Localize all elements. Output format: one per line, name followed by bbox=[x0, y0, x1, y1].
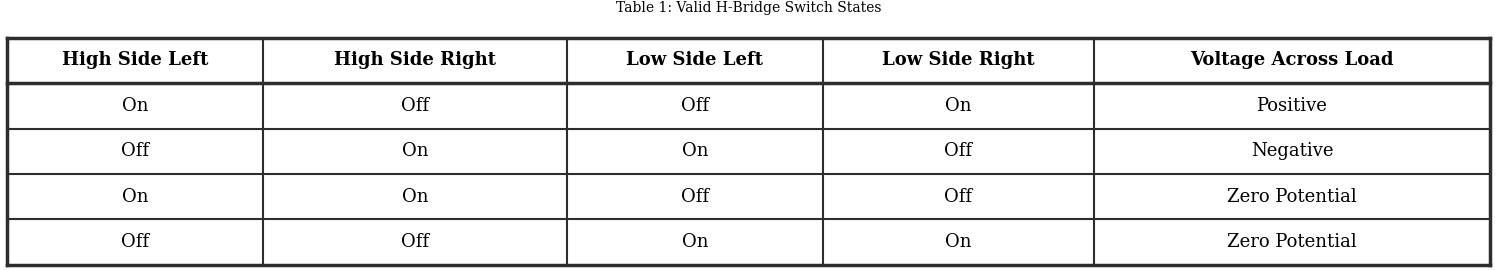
Text: Zero Potential: Zero Potential bbox=[1228, 233, 1356, 251]
Text: On: On bbox=[121, 188, 148, 205]
Text: Negative: Negative bbox=[1250, 142, 1334, 160]
Text: Table 1: Valid H-Bridge Switch States: Table 1: Valid H-Bridge Switch States bbox=[615, 1, 882, 15]
Text: Off: Off bbox=[945, 142, 973, 160]
Text: On: On bbox=[401, 142, 428, 160]
Text: Zero Potential: Zero Potential bbox=[1228, 188, 1356, 205]
Text: Off: Off bbox=[681, 97, 710, 115]
Text: Off: Off bbox=[681, 188, 710, 205]
Text: Low Side Right: Low Side Right bbox=[882, 52, 1034, 69]
Text: On: On bbox=[401, 188, 428, 205]
Text: Positive: Positive bbox=[1256, 97, 1328, 115]
Text: Off: Off bbox=[121, 142, 150, 160]
Text: High Side Left: High Side Left bbox=[61, 52, 208, 69]
Text: Off: Off bbox=[401, 97, 430, 115]
Text: High Side Right: High Side Right bbox=[334, 52, 496, 69]
Text: Off: Off bbox=[121, 233, 150, 251]
Text: On: On bbox=[681, 233, 708, 251]
Text: Off: Off bbox=[401, 233, 430, 251]
Text: Low Side Left: Low Side Left bbox=[626, 52, 763, 69]
Text: On: On bbox=[945, 97, 972, 115]
Text: Off: Off bbox=[945, 188, 973, 205]
Text: On: On bbox=[681, 142, 708, 160]
Text: Voltage Across Load: Voltage Across Load bbox=[1190, 52, 1394, 69]
Text: On: On bbox=[121, 97, 148, 115]
Text: On: On bbox=[945, 233, 972, 251]
